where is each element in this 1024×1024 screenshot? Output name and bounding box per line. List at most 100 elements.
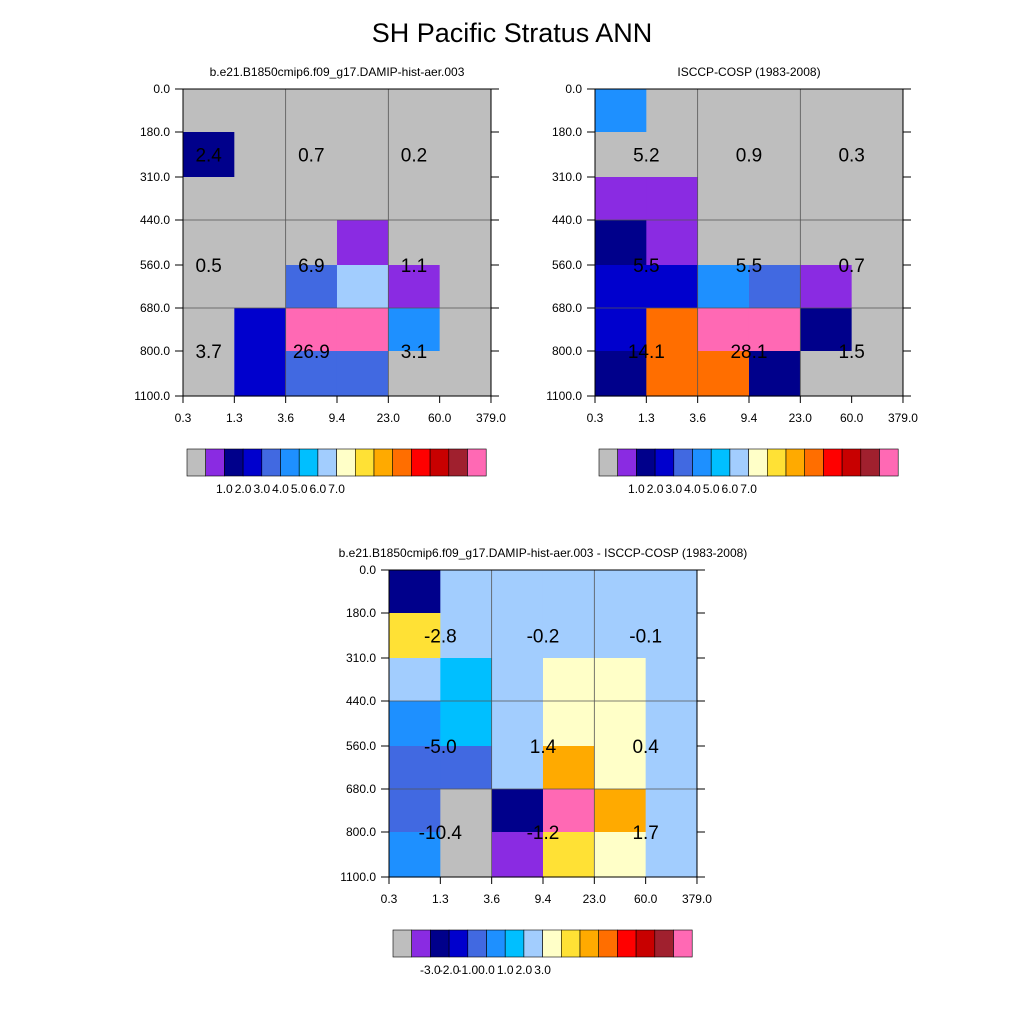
heatmap-cell [800, 351, 853, 397]
colorbar-label: 3.0 [665, 482, 682, 496]
heatmap-cell [595, 220, 647, 266]
colorbar-swatch [542, 929, 562, 958]
y-tick-label: 0.0 [565, 82, 582, 96]
colorbar-swatch [280, 448, 300, 477]
heatmap-cell [697, 265, 750, 309]
data-label: 6.9 [298, 256, 324, 277]
colorbar-swatch [429, 448, 450, 477]
colorbar-swatch [336, 448, 356, 477]
x-tick-label: 9.4 [741, 411, 758, 425]
x-tick-label: 0.3 [587, 411, 604, 425]
heatmap-cell [491, 701, 544, 747]
panel-model: b.e21.B1850cmip6.f09_g17.DAMIP-hist-aer.… [134, 65, 506, 496]
heatmap-cell [851, 220, 904, 266]
data-label: 0.9 [736, 146, 762, 167]
heatmap-cell [800, 265, 853, 309]
heatmap-cell [800, 308, 853, 352]
x-tick-label: 3.6 [689, 411, 706, 425]
heatmap-cell [800, 177, 853, 221]
y-tick-label: 180.0 [140, 125, 170, 139]
heatmap-cell [440, 658, 493, 702]
colorbar-label: 7.0 [740, 482, 757, 496]
data-label: 14.1 [628, 342, 665, 363]
heatmap-cell [388, 220, 441, 266]
colorbar-label: 0.0 [478, 963, 495, 977]
colorbar-label: 6.0 [310, 482, 327, 496]
heatmap-cell [439, 89, 492, 133]
heatmap-cell [542, 746, 595, 790]
y-tick-label: 1100.0 [546, 389, 582, 403]
heatmap-cell [389, 746, 441, 790]
heatmap-cell [336, 89, 389, 133]
heatmap-cell [285, 89, 338, 133]
data-label: -5.0 [424, 737, 457, 758]
y-tick-label: 800.0 [140, 344, 170, 358]
heatmap-cell [542, 789, 595, 833]
colorbar-label: 4.0 [272, 482, 289, 496]
x-tick-label: 23.0 [789, 411, 813, 425]
data-label: 1.7 [632, 823, 658, 844]
heatmap-cell [594, 613, 647, 659]
colorbar-swatch [879, 448, 899, 477]
heatmap-cell [491, 746, 544, 790]
heatmap-cell [234, 177, 287, 221]
heatmap-cell [748, 351, 801, 397]
heatmap-cell [595, 132, 647, 178]
heatmap-cell [234, 220, 287, 266]
data-label: 1.1 [401, 256, 427, 277]
heatmap-cell [285, 265, 338, 309]
heatmap-cell [697, 89, 750, 133]
data-label: 3.1 [401, 342, 427, 363]
colorbar-swatch [560, 929, 581, 958]
data-label: -1.2 [527, 823, 560, 844]
colorbar-swatch [523, 929, 543, 958]
heatmap-cell [388, 351, 441, 397]
data-label: -0.2 [527, 627, 560, 648]
colorbar-swatch [430, 929, 450, 958]
data-label: 1.4 [530, 737, 557, 758]
heatmap-cell [183, 220, 235, 266]
heatmap-cell [646, 177, 699, 221]
y-tick-label: 1100.0 [340, 870, 376, 884]
heatmap-cell [440, 832, 493, 878]
heatmap-cell [285, 177, 338, 221]
heatmap-cell [542, 613, 595, 659]
colorbar-label: 2.0 [516, 963, 533, 977]
heatmap-cell [389, 658, 441, 702]
colorbar-swatch [804, 448, 824, 477]
heatmap-cell [389, 789, 441, 833]
heatmap-cell [440, 746, 493, 790]
colorbar-swatch [186, 448, 207, 477]
heatmap-cell [645, 613, 698, 659]
heatmap-cell [697, 308, 750, 352]
y-tick-label: 310.0 [140, 170, 170, 184]
colorbar-label: 1.0 [497, 963, 514, 977]
heatmap-cell [851, 89, 904, 133]
y-tick-label: 680.0 [552, 301, 582, 315]
colorbar-swatch [617, 929, 637, 958]
y-tick-label: 310.0 [346, 651, 376, 665]
x-tick-label: 60.0 [840, 411, 864, 425]
data-label: 3.7 [195, 342, 221, 363]
colorbar-label: 6.0 [722, 482, 739, 496]
heatmap-cell [594, 570, 647, 614]
heatmap-cell [285, 351, 338, 397]
heatmap-cell [595, 308, 647, 352]
colorbar-swatch [767, 448, 787, 477]
colorbar-swatch [411, 448, 431, 477]
x-tick-label: 3.6 [483, 892, 500, 906]
heatmap-cell [439, 351, 492, 397]
y-tick-label: 560.0 [140, 258, 170, 272]
heatmap-cell [594, 746, 647, 790]
x-tick-label: 1.3 [226, 411, 243, 425]
data-label: -10.4 [419, 823, 463, 844]
data-label: 0.7 [298, 146, 324, 167]
x-tick-label: 379.0 [682, 892, 712, 906]
colorbar-label: 4.0 [684, 482, 701, 496]
heatmap-cell [234, 308, 287, 352]
colorbar-swatch [411, 929, 431, 958]
heatmap-cell [234, 265, 287, 309]
x-tick-label: 3.6 [277, 411, 294, 425]
data-label: -2.8 [424, 627, 457, 648]
heatmap-cell [645, 701, 698, 747]
